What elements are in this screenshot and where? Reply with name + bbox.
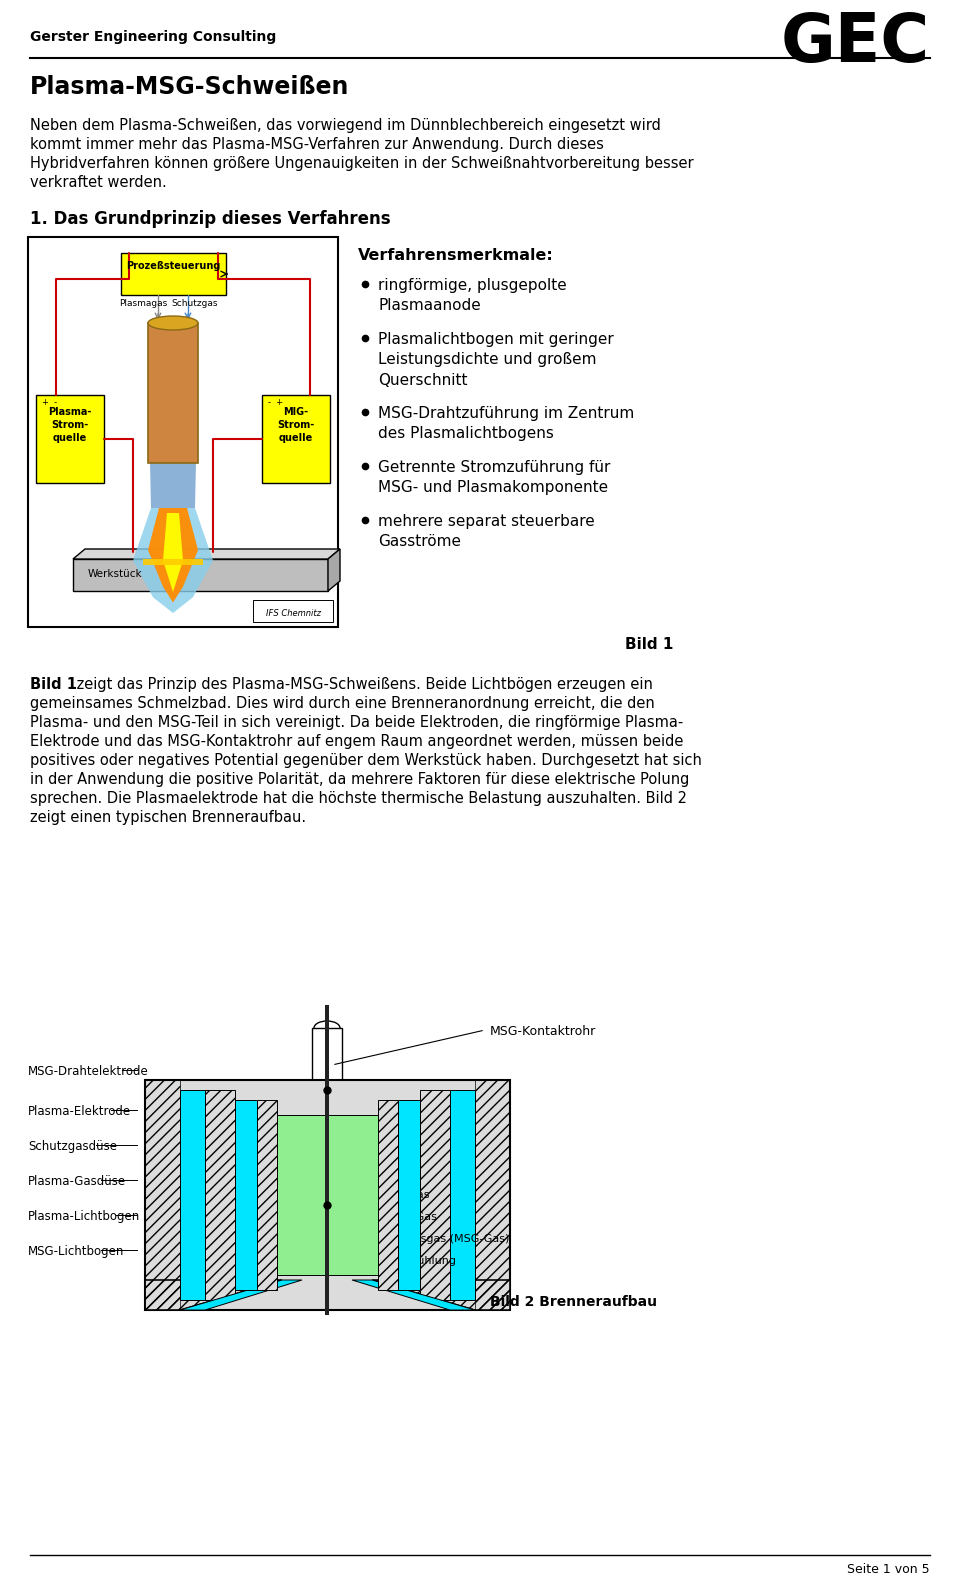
Bar [450,1089,475,1301]
Text: Bild 2 Brenneraufbau: Bild 2 Brenneraufbau [490,1294,657,1309]
Text: Plasmagas: Plasmagas [119,299,167,308]
Polygon shape [163,513,183,592]
Text: mehrere separat steuerbare
Gasströme: mehrere separat steuerbare Gasströme [378,515,595,549]
Text: Wasserkühlung: Wasserkühlung [372,1256,457,1266]
Text: MSG-Drahtzuführung im Zentrum
des Plasmalichtbogens: MSG-Drahtzuführung im Zentrum des Plasma… [378,407,635,441]
Bar [312,1027,342,1080]
Polygon shape [73,549,340,559]
Text: Getrennte Stromzuführung für
MSG- und Plasmakomponente: Getrennte Stromzuführung für MSG- und Pl… [378,461,611,495]
Bar [350,1235,368,1247]
Text: -  +: - + [268,399,283,407]
Bar [398,1100,420,1289]
Bar [121,252,226,295]
Text: Hybridverfahren können größere Ungenauigkeiten in der Schweißnahtvorbereitung be: Hybridverfahren können größere Ungenauig… [30,156,694,172]
Polygon shape [352,1280,475,1310]
Text: zeigt das Prinzip des Plasma-MSG-Schweißens. Beide Lichtbögen erzeugen ein: zeigt das Prinzip des Plasma-MSG-Schweiß… [72,676,653,692]
Bar [28,237,338,627]
Text: Plasma-
Strom-
quelle: Plasma- Strom- quelle [48,407,92,443]
Text: IFS Chemnitz: IFS Chemnitz [266,610,321,618]
Text: Plasma-Gasdüse: Plasma-Gasdüse [28,1175,126,1188]
Text: Plasmalichtbogen mit geringer
Leistungsdichte und großem
Querschnitt: Plasmalichtbogen mit geringer Leistungsd… [378,332,613,387]
Bar [475,1080,510,1310]
Polygon shape [328,549,340,591]
Polygon shape [148,508,198,602]
Bar [145,1080,510,1310]
Text: Plasma-Lichtbogen: Plasma-Lichtbogen [28,1210,140,1223]
Text: MSG-Kontaktrohr: MSG-Kontaktrohr [490,1024,596,1039]
Text: Plasma-Gas: Plasma-Gas [372,1212,438,1223]
Text: 1. Das Grundprinzip dieses Verfahrens: 1. Das Grundprinzip dieses Verfahrens [30,210,391,229]
Text: positives oder negatives Potential gegenüber dem Werkstück haben. Durchgesetzt h: positives oder negatives Potential gegen… [30,753,702,769]
Text: Elektrode und das MSG-Kontaktrohr auf engem Raum angeordnet werden, müssen beide: Elektrode und das MSG-Kontaktrohr auf en… [30,734,684,750]
Bar [148,322,198,464]
Text: Schutzgas: Schutzgas [172,299,218,308]
Text: Zentrumsgas (MSG-Gas): Zentrumsgas (MSG-Gas) [372,1234,510,1243]
Bar [253,600,333,622]
Bar [420,1089,450,1301]
Text: in der Anwendung die positive Polarität, da mehrere Faktoren für diese elektrisc: in der Anwendung die positive Polarität,… [30,772,689,788]
Text: GEC: GEC [780,10,930,76]
Bar [350,1193,368,1204]
Text: Bild 1: Bild 1 [30,676,77,692]
Text: Plasma- und den MSG-Teil in sich vereinigt. Da beide Elektroden, die ringförmige: Plasma- und den MSG-Teil in sich vereini… [30,715,684,730]
Text: zeigt einen typischen Brenneraufbau.: zeigt einen typischen Brenneraufbau. [30,810,306,826]
Text: Schutzgasdüse: Schutzgasdüse [28,1140,117,1153]
Bar [73,559,328,591]
Text: +  -: + - [42,399,58,407]
Bar [257,1100,277,1289]
Bar [350,1258,368,1269]
Bar [143,559,203,565]
Text: Gerster Engineering Consulting: Gerster Engineering Consulting [30,30,276,44]
Bar [145,1080,180,1310]
Text: Seite 1 von 5: Seite 1 von 5 [848,1563,930,1575]
Text: Verfahrensmerkmale:: Verfahrensmerkmale: [358,248,554,264]
Text: gemeinsames Schmelzbad. Dies wird durch eine Brenneranordnung erreicht, die den: gemeinsames Schmelzbad. Dies wird durch … [30,696,655,711]
Bar [205,1089,235,1301]
Text: Neben dem Plasma-Schweißen, das vorwiegend im Dünnblechbereich eingesetzt wird: Neben dem Plasma-Schweißen, das vorwiege… [30,118,660,133]
Ellipse shape [148,316,198,330]
Text: ringförmige, plusgepolte
Plasmaanode: ringförmige, plusgepolte Plasmaanode [378,278,566,313]
Text: kommt immer mehr das Plasma-MSG-Verfahren zur Anwendung. Durch dieses: kommt immer mehr das Plasma-MSG-Verfahre… [30,137,604,152]
Text: MIG-
Strom-
quelle: MIG- Strom- quelle [277,407,315,443]
Polygon shape [180,1280,302,1310]
Bar [180,1089,205,1301]
Text: Prozeßsteuerung: Prozeßsteuerung [126,260,220,272]
Text: Plasma-Elektrode: Plasma-Elektrode [28,1105,132,1118]
Bar [350,1213,368,1224]
Text: Bild 1: Bild 1 [625,637,673,653]
Polygon shape [145,1280,282,1310]
Bar [235,1100,257,1289]
Text: MSG-Lichtbogen: MSG-Lichtbogen [28,1245,125,1258]
Ellipse shape [314,1021,340,1035]
Text: MSG-Drahtelektrode: MSG-Drahtelektrode [28,1066,149,1078]
Text: Plasma-MSG-Schweißen: Plasma-MSG-Schweißen [30,75,349,98]
Text: sprechen. Die Plasmaelektrode hat die höchste thermische Belastung auszuhalten. : sprechen. Die Plasmaelektrode hat die hö… [30,791,687,807]
Bar [378,1100,398,1289]
Bar [325,1005,329,1315]
Bar [36,395,104,483]
Polygon shape [133,508,213,613]
Polygon shape [150,464,196,508]
Text: Schutzgas: Schutzgas [372,1189,429,1201]
Text: Werkstück: Werkstück [88,569,143,580]
Polygon shape [372,1280,510,1310]
Text: verkraftet werden.: verkraftet werden. [30,175,167,191]
Bar [277,1115,378,1275]
Bar [262,395,330,483]
